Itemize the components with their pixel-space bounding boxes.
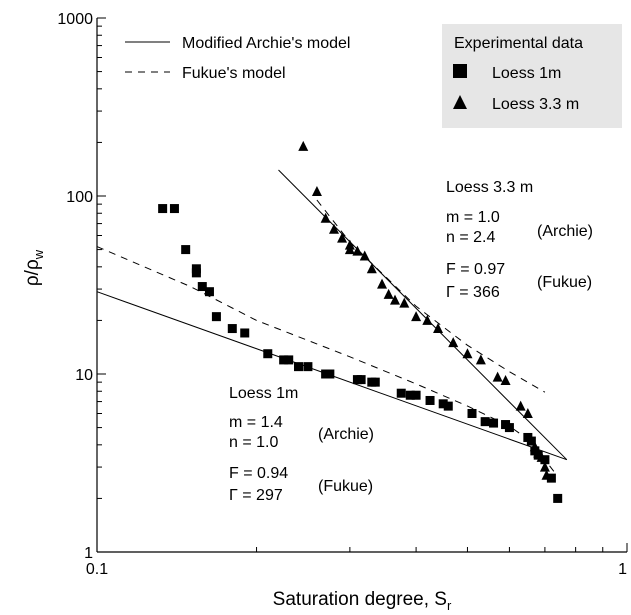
data-legend-box — [442, 24, 622, 128]
loess33-point — [475, 354, 486, 365]
loess1-point — [240, 328, 250, 338]
loess33-point — [541, 469, 552, 480]
archie-model-line — [278, 169, 568, 461]
annotation-loess33: Loess 3.3 m m = 1.0 n = 2.4 (Archie) F =… — [446, 179, 593, 301]
loess1-point — [227, 324, 237, 334]
loess1-point — [263, 349, 273, 359]
loess1-point — [480, 417, 490, 427]
data-legend-title: Experimental data — [454, 35, 583, 52]
loess1-point — [411, 390, 421, 400]
loess1-point — [370, 377, 380, 387]
anno-loess33-m: m = 1.0 — [446, 209, 500, 226]
loess1-point — [181, 245, 191, 255]
anno-loess1-archie: (Archie) — [318, 426, 374, 443]
loess33-point — [399, 297, 410, 308]
anno-loess1-m: m = 1.4 — [229, 414, 283, 431]
y-tick-label: 1000 — [57, 11, 93, 28]
loess1-point — [438, 399, 448, 409]
loess33-point — [298, 140, 309, 151]
loess1-point — [294, 362, 304, 372]
loess1-point — [325, 369, 335, 379]
y-axis-title-subscript: w — [31, 249, 46, 260]
loess33-point — [359, 250, 370, 261]
legend-archie-label: Modified Archie's model — [182, 35, 350, 52]
loess1-point — [425, 395, 435, 405]
loess1-point — [356, 375, 366, 385]
anno-loess33-archie: (Archie) — [537, 223, 593, 240]
loess33-point — [433, 323, 444, 334]
loess1-point — [204, 287, 214, 297]
anno-loess1-gamma: Γ = 297 — [229, 487, 283, 504]
y-tick-label: 1 — [84, 545, 93, 562]
loess1-point — [553, 493, 563, 503]
anno-loess33-title: Loess 3.3 m — [446, 179, 533, 196]
anno-loess1-title: Loess 1m — [229, 385, 298, 402]
loess33-point — [383, 288, 394, 299]
loess1-point — [211, 312, 221, 322]
loess1-point — [303, 362, 313, 372]
loess1-point — [405, 390, 415, 400]
loess1-point — [284, 355, 294, 365]
legend-fukue-label: Fukue's model — [182, 65, 286, 82]
loess1-point — [443, 401, 453, 411]
legend-loess33-label: Loess 3.3 m — [492, 96, 579, 113]
loess33-point — [492, 371, 503, 382]
loess1-point — [396, 388, 406, 398]
loess33-point — [411, 311, 422, 322]
x-tick-label: 0.1 — [86, 561, 108, 578]
loess33-point — [539, 461, 550, 472]
loess33-point — [515, 400, 526, 411]
loess33-point — [311, 185, 322, 196]
loess1-point — [197, 282, 207, 292]
y-tick-label: 100 — [66, 189, 93, 206]
loess33-point — [337, 232, 348, 243]
loess1-point — [504, 423, 514, 433]
loess33-point — [529, 441, 540, 452]
line-legend: Modified Archie's model Fukue's model — [125, 35, 350, 82]
markers-group — [158, 140, 563, 503]
loess1-point — [546, 473, 556, 483]
loess33-point — [536, 451, 547, 462]
legend-square-marker — [453, 64, 467, 78]
loess1-point — [489, 418, 499, 428]
loess33-point — [344, 244, 355, 255]
y-tick-label: 10 — [75, 367, 93, 384]
loess1-point — [467, 408, 477, 418]
annotation-loess1: Loess 1m m = 1.4 n = 1.0 (Archie) F = 0.… — [229, 385, 374, 504]
x-axis-title-subscript: r — [447, 598, 452, 613]
loess1-point — [279, 355, 289, 365]
x-axis-title: Saturation degree, Sr — [273, 589, 452, 613]
loess33-point — [377, 278, 388, 289]
legend-triangle-marker — [453, 95, 467, 109]
loess33-point — [366, 263, 377, 274]
loess33-point — [500, 374, 511, 385]
loess33-point — [390, 294, 401, 305]
anno-loess1-n: n = 1.0 — [229, 434, 278, 451]
anno-loess33-fukue: (Fukue) — [537, 274, 592, 291]
loess1-point — [158, 204, 168, 214]
y-axis-title: ρ/ρw — [22, 249, 46, 286]
x-tick-label: 1 — [618, 561, 627, 578]
loess1-point — [169, 204, 179, 214]
legend-loess1-label: Loess 1m — [492, 65, 561, 82]
loess33-point — [422, 314, 433, 325]
anno-loess1-fukue: (Fukue) — [318, 478, 373, 495]
anno-loess1-f: F = 0.94 — [229, 465, 288, 482]
loess33-point — [328, 223, 339, 234]
fukue-model-line — [316, 199, 546, 393]
loess33-point — [462, 348, 473, 359]
loess33-point — [448, 337, 459, 348]
loess1-point — [191, 268, 201, 278]
loess33-point — [522, 407, 533, 418]
anno-loess33-gamma: Γ = 366 — [446, 284, 500, 301]
anno-loess33-f: F = 0.97 — [446, 261, 505, 278]
anno-loess33-n: n = 2.4 — [446, 229, 495, 246]
loess33-point — [320, 212, 331, 223]
loess1-point — [526, 436, 536, 446]
data-legend: Experimental data Loess 1m Loess 3.3 m — [442, 24, 622, 128]
loess33-point — [352, 245, 363, 256]
